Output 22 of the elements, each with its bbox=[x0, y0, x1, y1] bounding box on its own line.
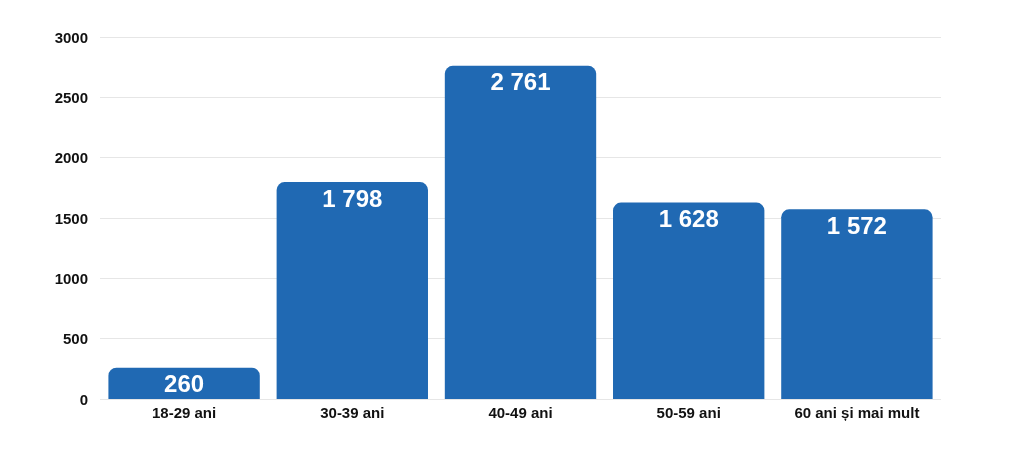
data-label: 260 bbox=[164, 370, 205, 398]
bar bbox=[108, 367, 260, 399]
y-tick-label: 3000 bbox=[54, 28, 88, 46]
bar bbox=[276, 182, 428, 399]
x-tick-label: 40-49 ani bbox=[488, 404, 553, 421]
x-tick-label: 18-29 ani bbox=[151, 404, 217, 421]
y-tick-label: 1500 bbox=[54, 209, 88, 227]
bar bbox=[781, 209, 933, 399]
y-tick-label: 0 bbox=[79, 390, 88, 408]
y-tick-label: 500 bbox=[62, 330, 88, 348]
x-tick-label: 60 ani și mai mult bbox=[794, 404, 920, 421]
data-label: 1 572 bbox=[826, 211, 887, 239]
data-label: 2 761 bbox=[490, 68, 551, 96]
y-tick-label: 1000 bbox=[54, 269, 88, 287]
y-tick-label: 2500 bbox=[54, 88, 88, 106]
x-tick-label: 50-59 ani bbox=[656, 404, 721, 421]
y-tick-label: 2000 bbox=[54, 149, 88, 167]
bar bbox=[613, 202, 765, 399]
x-tick-label: 30-39 ani bbox=[320, 404, 385, 421]
bar bbox=[444, 65, 597, 399]
data-label: 1 798 bbox=[322, 184, 383, 212]
data-label: 1 628 bbox=[658, 205, 719, 233]
